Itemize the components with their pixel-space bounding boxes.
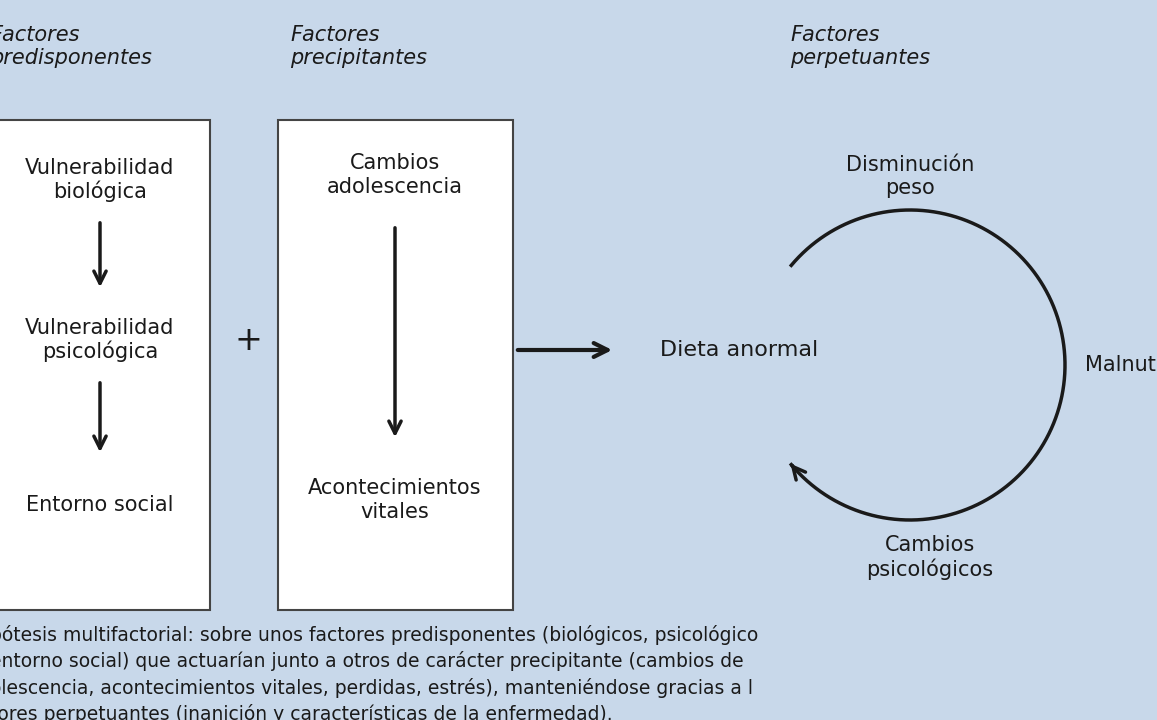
- Text: Disminución
peso: Disminución peso: [846, 155, 974, 198]
- FancyBboxPatch shape: [278, 120, 513, 610]
- FancyBboxPatch shape: [0, 120, 211, 610]
- Text: Acontecimientos
vitales: Acontecimientos vitales: [308, 478, 481, 521]
- Text: Cambios
psicológicos: Cambios psicológicos: [867, 535, 994, 580]
- Text: +: +: [234, 323, 261, 356]
- Text: Cambios
adolescencia: Cambios adolescencia: [327, 153, 463, 197]
- Text: Factores
predisponentes: Factores predisponentes: [0, 25, 152, 68]
- Text: pótesis multifactorial: sobre unos factores predisponentes (biológicos, psicológ: pótesis multifactorial: sobre unos facto…: [0, 625, 758, 720]
- Text: Malnutrición: Malnutrición: [1085, 355, 1157, 375]
- Text: Dieta anormal: Dieta anormal: [659, 340, 818, 360]
- Text: Factores
perpetuantes: Factores perpetuantes: [790, 25, 930, 68]
- Text: Vulnerabilidad
biológica: Vulnerabilidad biológica: [25, 158, 175, 202]
- Text: Vulnerabilidad
psicológica: Vulnerabilidad psicológica: [25, 318, 175, 362]
- Text: Entorno social: Entorno social: [27, 495, 174, 515]
- Text: Factores
precipitantes: Factores precipitantes: [290, 25, 427, 68]
